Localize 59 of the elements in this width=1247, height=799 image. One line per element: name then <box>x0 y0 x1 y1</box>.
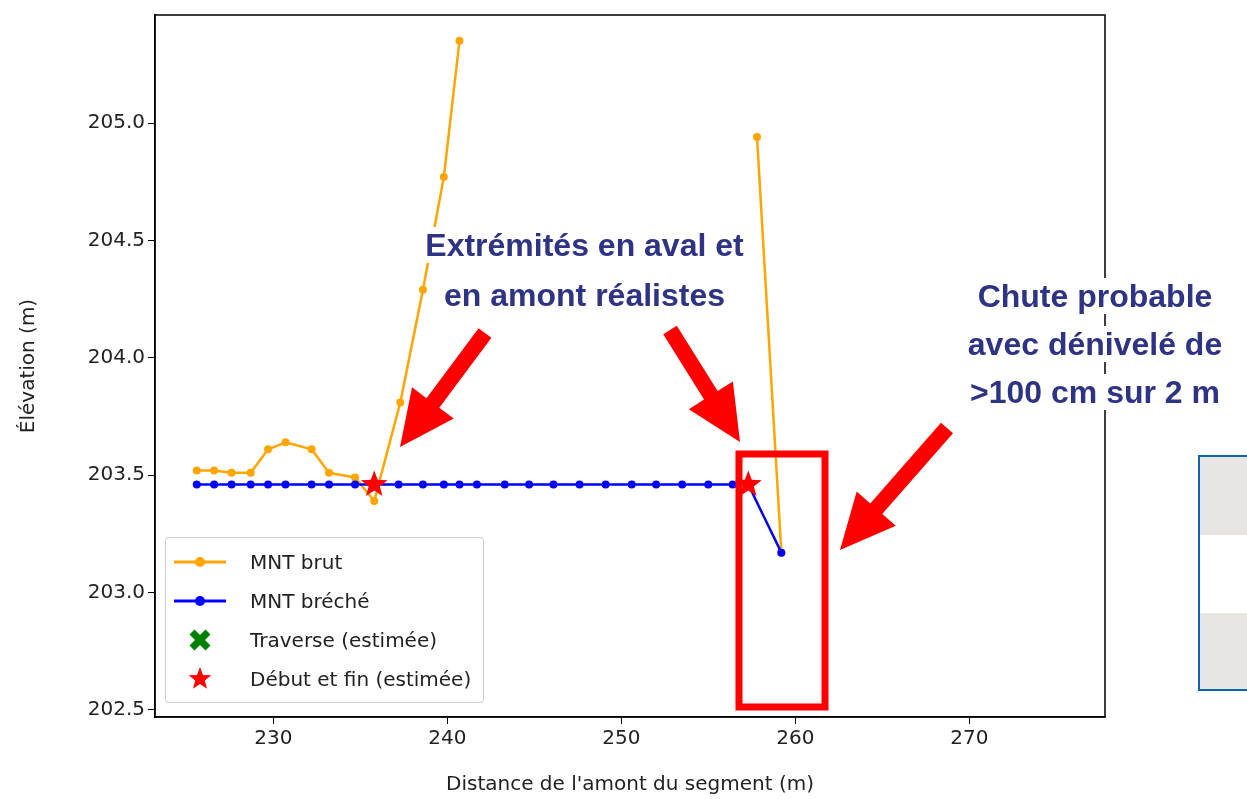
point <box>351 473 360 482</box>
point <box>281 480 290 489</box>
point <box>210 466 219 475</box>
point <box>728 480 737 489</box>
x-tick-label: 230 <box>254 725 293 750</box>
annotation: Chute probable avec dénivelé de >100 cm sur 2 m <box>967 278 1223 410</box>
annotation: Extrémités en aval et en amont réalistes <box>425 227 744 313</box>
point <box>601 480 610 489</box>
point <box>418 285 427 294</box>
legend-label: MNT brut <box>250 549 343 574</box>
point <box>394 480 403 489</box>
point <box>370 497 379 505</box>
x-tick-label: 240 <box>428 725 467 750</box>
point <box>192 466 201 475</box>
point <box>472 480 481 489</box>
point <box>439 480 448 489</box>
point <box>264 480 273 489</box>
x-tick-label: 270 <box>950 725 989 750</box>
point <box>627 480 636 489</box>
x-axis-title: Distance de l'amont du segment (m) <box>446 771 814 796</box>
point <box>324 480 333 489</box>
point <box>307 480 316 489</box>
point <box>678 480 687 489</box>
point <box>360 470 388 496</box>
point <box>324 468 333 477</box>
y-tick-label: 204.0 <box>87 343 145 368</box>
point <box>281 438 290 447</box>
y-tick-label: 203.5 <box>87 461 145 486</box>
point <box>652 480 661 489</box>
point <box>753 133 762 142</box>
point <box>549 480 558 489</box>
point <box>264 445 273 454</box>
y-tick-label: 203.0 <box>87 578 145 603</box>
point <box>418 480 427 489</box>
point <box>500 480 509 489</box>
point <box>227 468 236 477</box>
point <box>455 480 464 489</box>
legend-label: Début et fin (estimée) <box>250 666 472 691</box>
x-tick-label: 260 <box>776 725 815 750</box>
point <box>525 480 534 489</box>
point <box>246 480 255 489</box>
point <box>396 398 405 407</box>
point <box>227 480 236 489</box>
y-tick-label: 205.0 <box>87 109 145 134</box>
point <box>192 480 201 489</box>
point <box>210 480 219 489</box>
point <box>455 36 464 45</box>
y-tick-label: 204.5 <box>87 226 145 251</box>
point <box>351 480 360 489</box>
point <box>439 173 448 181</box>
y-tick-label: 202.5 <box>87 696 145 721</box>
legend-label: Traverse (estimée) <box>250 627 438 652</box>
y-axis-title: Élévation (m) <box>15 298 40 434</box>
legend-label: MNT bréché <box>250 588 370 613</box>
point <box>307 445 316 454</box>
point <box>246 468 255 477</box>
point <box>575 480 584 489</box>
point <box>704 480 713 489</box>
x-tick-label: 250 <box>602 725 641 750</box>
